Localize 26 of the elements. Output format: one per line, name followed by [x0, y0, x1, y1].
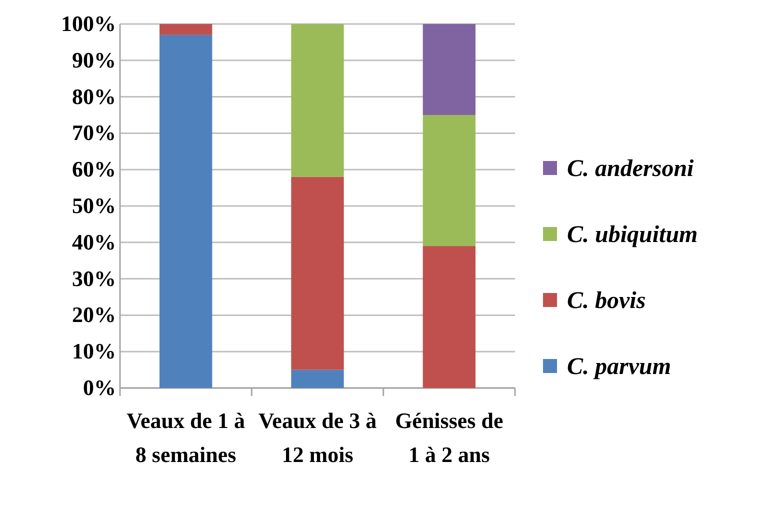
- legend-label: C. ubiquitum: [567, 222, 698, 248]
- legend-label: C. parvum: [567, 354, 672, 380]
- bar: [291, 176, 344, 370]
- legend-label: C. andersoni: [567, 156, 694, 182]
- x-tick-label: Veaux de 1 à 8 semaines: [126, 408, 246, 467]
- y-tick-label: 90%: [72, 47, 116, 72]
- y-tick-label: 50%: [72, 193, 116, 218]
- bar: [422, 115, 476, 246]
- x-tick-label: Génisses de 1 à 2 ans: [395, 408, 504, 467]
- y-tick-label: 80%: [72, 84, 116, 109]
- y-tick-label: 70%: [72, 120, 116, 146]
- bar: [422, 246, 476, 388]
- x-tick-label: Veaux de 3 à 12 mois: [258, 408, 377, 467]
- y-tick-label: 0%: [83, 375, 116, 400]
- bar: [291, 370, 344, 388]
- bar: [291, 24, 344, 177]
- bar: [422, 24, 476, 115]
- y-tick-label: 100%: [61, 11, 116, 36]
- legend-label: C. bovis: [567, 288, 646, 314]
- bar: [160, 34, 212, 388]
- y-tick-label: 20%: [72, 302, 116, 328]
- y-tick-label: 10%: [72, 338, 116, 364]
- y-tick-label: 60%: [72, 156, 116, 182]
- y-tick-label: 30%: [72, 266, 116, 291]
- y-tick-label: 40%: [72, 229, 116, 254]
- bar: [160, 24, 212, 35]
